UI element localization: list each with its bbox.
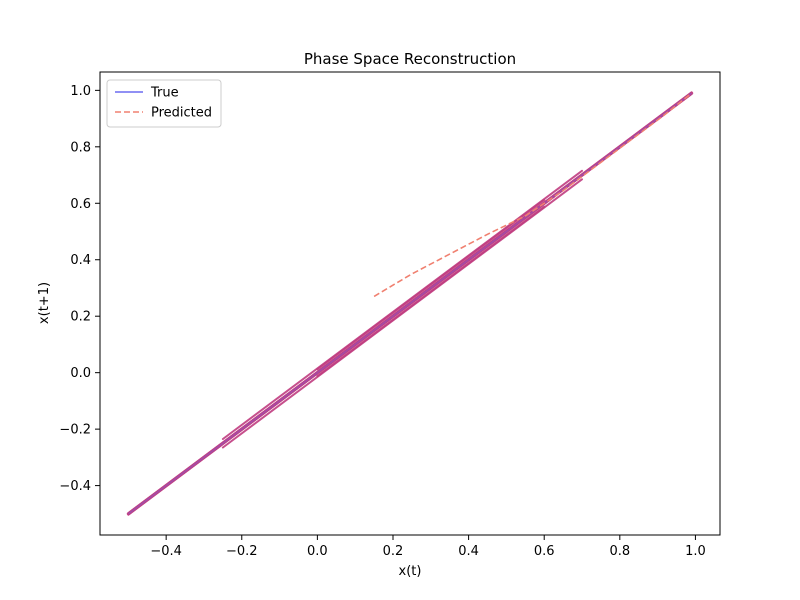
y-tick-label: −0.2 [59, 423, 91, 438]
y-axis-label: x(t+1) [37, 282, 52, 324]
legend-label-true: True [150, 86, 179, 101]
true-trajectory-band-1 [127, 91, 693, 514]
x-axis-label: x(t) [399, 564, 422, 579]
x-tick-label: −0.4 [150, 544, 182, 559]
series-line-predicted [373, 92, 693, 298]
chart-title: Phase Space Reconstruction [304, 50, 516, 68]
true-trajectory-band-6 [316, 205, 546, 378]
y-tick-label: 0.2 [70, 310, 91, 325]
axes: −0.4 −0.2 0.0 0.2 0.4 0.6 0.8 1.0 −0.4 −0.2 0.0 0.2… [59, 71, 721, 559]
plot-area [126, 91, 694, 516]
y-tick-label: 0.0 [70, 366, 91, 381]
legend: True Predicted [106, 79, 222, 128]
x-tick-label: 0.6 [534, 544, 555, 559]
y-tick-label: 0.4 [70, 253, 91, 268]
x-tick-label: 0.2 [383, 544, 404, 559]
true-trajectory-band-2 [127, 93, 693, 516]
legend-label-predicted: Predicted [151, 106, 212, 121]
true-trajectory-band-5 [316, 198, 546, 371]
x-tick-label: 1.0 [685, 544, 706, 559]
y-tick-label: 0.8 [70, 140, 91, 155]
x-tick-label: 0.8 [609, 544, 630, 559]
y-tick-label: −0.4 [59, 479, 91, 494]
x-tick-label: 0.0 [307, 544, 328, 559]
axes-frame [99, 71, 721, 536]
series-line-true [127, 92, 693, 515]
x-tick-label: −0.2 [226, 544, 258, 559]
x-tick-label: 0.4 [458, 544, 479, 559]
y-tick-label: 0.6 [70, 197, 91, 212]
y-tick-label: 1.0 [70, 84, 91, 99]
